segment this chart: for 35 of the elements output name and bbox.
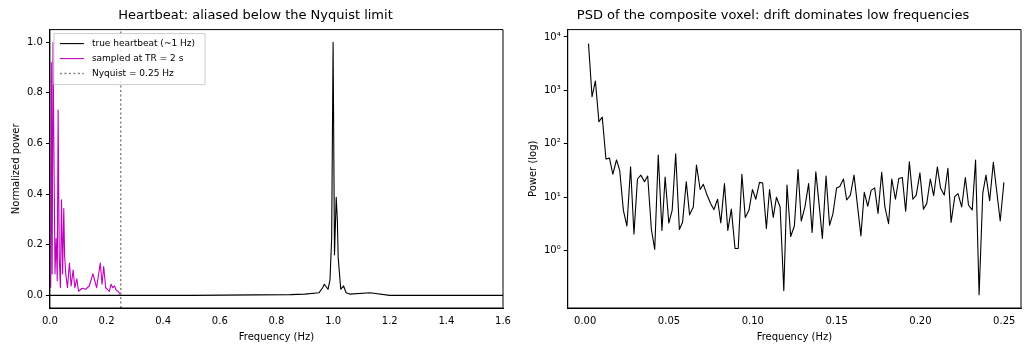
y-tick-label: 10⁴ [544, 30, 561, 42]
x-tick-label: 0.8 [268, 314, 285, 326]
y-axis-title: Power (log) [526, 140, 538, 198]
ref-line-label: Nyquist = 0.25 Hz [91, 67, 175, 78]
y-tick-label: 0.6 [27, 137, 43, 149]
y-tick-label: 1.0 [27, 35, 43, 47]
x-tick-label: 1.2 [381, 314, 398, 326]
y-tick-label: 10³ [544, 83, 561, 95]
x-axis-title: Frequency (Hz) [756, 330, 833, 342]
chart-title: Heartbeat: aliased below the Nyquist limit [118, 7, 393, 23]
y-tick-label: 0.8 [27, 86, 43, 98]
x-tick-label: 0.05 [657, 314, 681, 326]
y-tick-label: 0.2 [27, 238, 43, 250]
y-tick-label: 0.0 [27, 288, 43, 300]
x-tick-label: 0.4 [155, 314, 172, 326]
y-tick-label: 10¹ [544, 190, 561, 202]
y-tick-label: 10⁰ [544, 244, 561, 256]
y-axis-title: Normalized power [9, 122, 21, 215]
x-tick-label: 0.15 [825, 314, 848, 326]
x-tick-label: 0.6 [211, 314, 228, 326]
y-tick-label: 10² [544, 137, 561, 149]
chart-title: PSD of the composite voxel: drift dominates low frequencies [576, 7, 970, 23]
x-axis-title: Frequency (Hz) [238, 330, 315, 342]
x-tick-label: 1.4 [438, 314, 455, 326]
legend-label: sampled at TR = 2 s [91, 52, 184, 63]
x-tick-label: 0.00 [574, 314, 597, 326]
x-tick-label: 1.6 [495, 314, 511, 326]
y-tick-label: 0.4 [27, 187, 43, 199]
x-tick-label: 0.20 [909, 314, 932, 326]
x-tick-label: 0.2 [98, 314, 115, 326]
legend-label: true heartbeat (~1 Hz) [91, 37, 196, 48]
x-tick-label: 0.0 [41, 314, 58, 326]
x-tick-label: 1.0 [325, 314, 342, 326]
x-tick-label: 0.10 [741, 314, 764, 326]
x-tick-label: 0.25 [993, 314, 1016, 326]
